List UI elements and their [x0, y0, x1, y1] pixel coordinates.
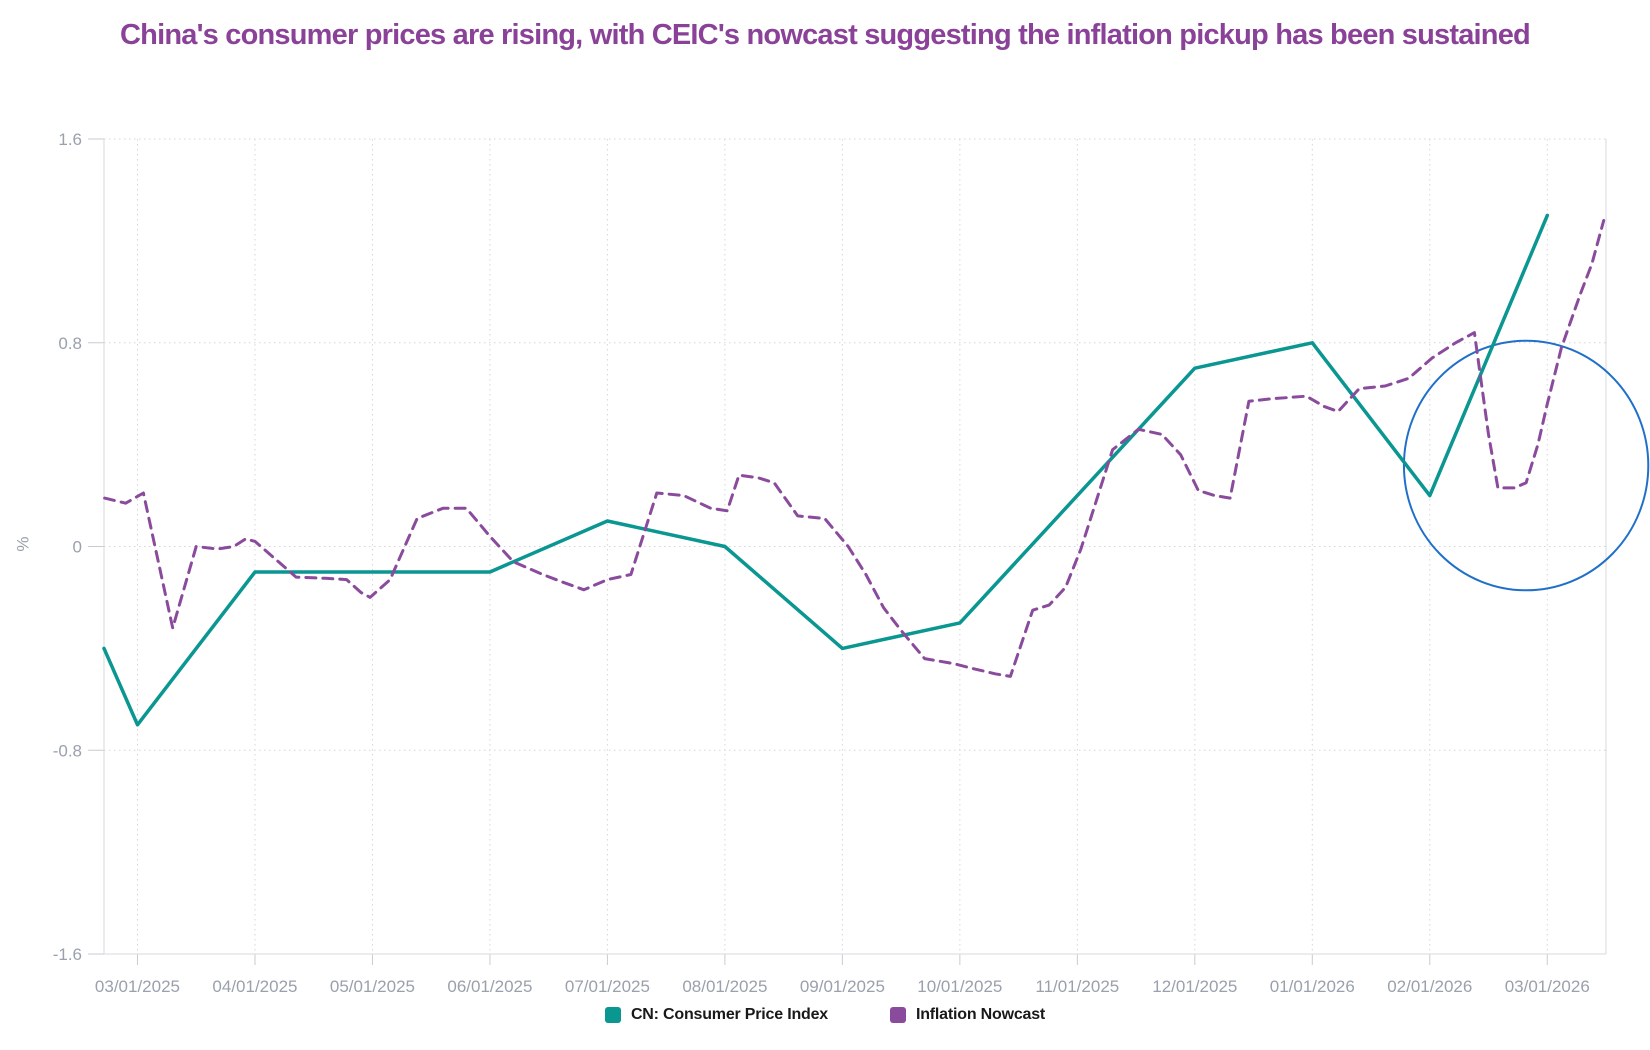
chart-legend: CN: Consumer Price Index Inflation Nowca…: [0, 1006, 1650, 1024]
legend-item-cpi-label: CN: Consumer Price Index: [630, 1006, 828, 1023]
x-tick-label: 04/01/2025: [212, 977, 297, 996]
x-tick-label: 09/01/2025: [800, 977, 885, 996]
legend-item-nowcast-label: Inflation Nowcast: [915, 1006, 1046, 1023]
x-tick-label: 03/01/2025: [95, 977, 180, 996]
legend-item-cpi[interactable]: CN: Consumer Price Index: [604, 1006, 828, 1024]
y-tick-label: 0: [73, 538, 82, 557]
x-tick-label: 10/01/2025: [917, 977, 1002, 996]
x-tick-label: 03/01/2026: [1505, 977, 1590, 996]
y-tick-label: -0.8: [53, 741, 82, 760]
x-tick-label: 06/01/2025: [447, 977, 532, 996]
legend-item-nowcast[interactable]: Inflation Nowcast: [889, 1006, 1046, 1024]
nowcast-series-swatch: [889, 1007, 906, 1023]
x-tick-label: 08/01/2025: [682, 977, 767, 996]
highlight-circle-annotation: [1402, 339, 1650, 592]
x-tick-label: 12/01/2025: [1152, 977, 1237, 996]
y-axis-unit-label: %: [13, 536, 33, 552]
x-tick-label: 11/01/2025: [1035, 977, 1119, 996]
x-tick-label: 05/01/2025: [330, 977, 415, 996]
chart-title: China's consumer prices are rising, with…: [120, 19, 1531, 51]
cpi-line-series: [102, 213, 1550, 727]
y-tick-label: 1.6: [58, 130, 82, 149]
x-tick-label: 01/01/2026: [1270, 977, 1355, 996]
x-tick-label: 02/01/2026: [1387, 977, 1472, 996]
nowcast-line-series: [103, 219, 1606, 678]
y-tick-label: 0.8: [58, 334, 82, 353]
x-tick-label: 07/01/2025: [565, 977, 650, 996]
cpi-series-swatch: [604, 1007, 621, 1023]
y-tick-label: -1.6: [53, 945, 82, 964]
